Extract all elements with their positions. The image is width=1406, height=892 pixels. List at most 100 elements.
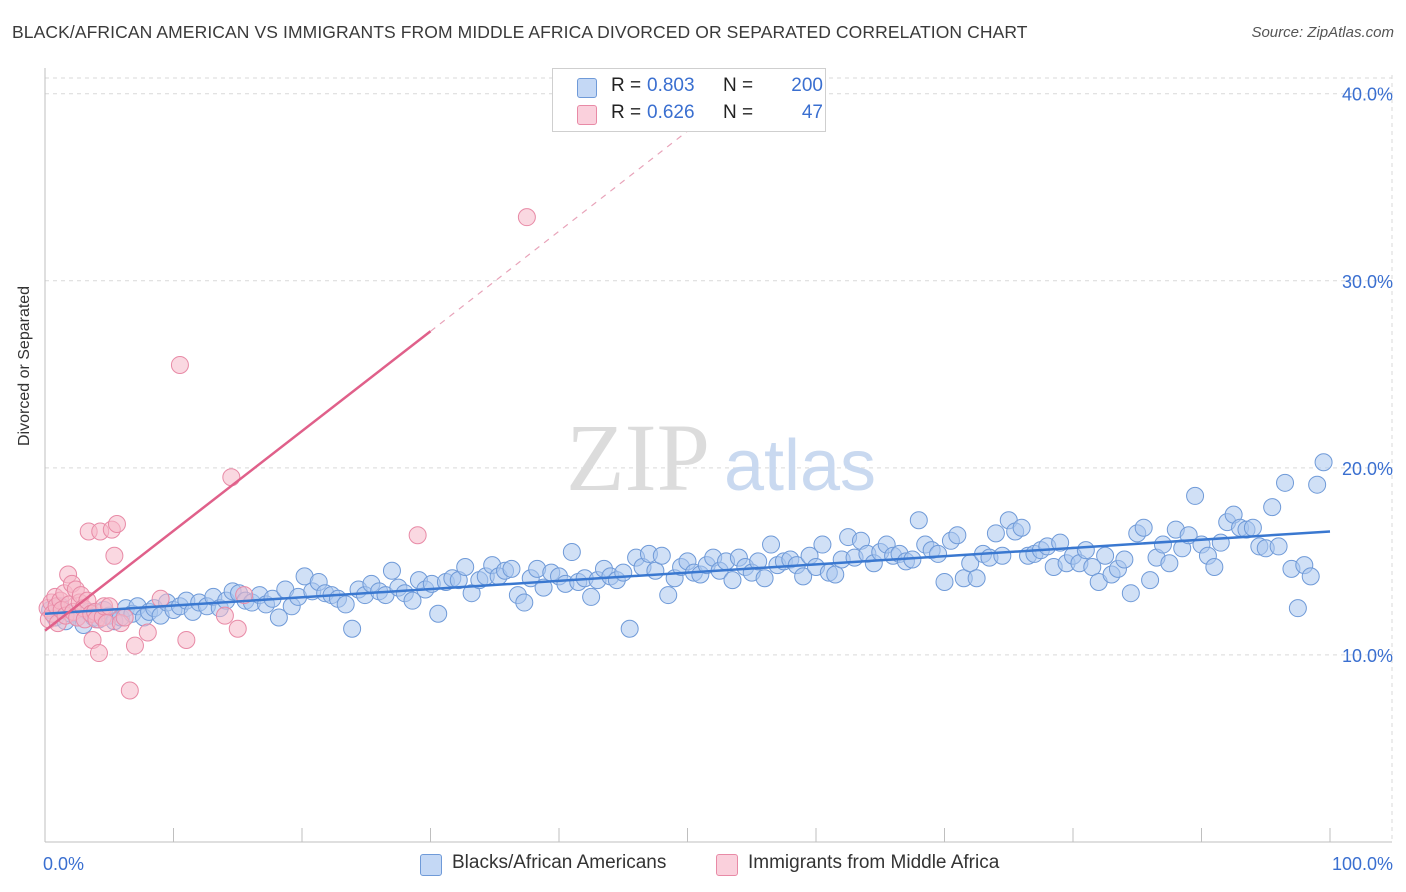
data-point-blue bbox=[403, 591, 422, 610]
data-point-blue bbox=[515, 593, 534, 612]
data-point-blue bbox=[1083, 558, 1102, 577]
data-point-blue bbox=[794, 567, 813, 586]
data-point-blue bbox=[993, 546, 1012, 565]
data-point-pink bbox=[100, 597, 119, 616]
data-point-pink bbox=[408, 526, 427, 545]
data-point-blue bbox=[1269, 537, 1288, 556]
data-point-pink bbox=[138, 623, 157, 642]
data-point-blue bbox=[1051, 533, 1070, 552]
data-point-pink bbox=[170, 355, 189, 374]
data-point-blue bbox=[1160, 554, 1179, 573]
data-point-blue bbox=[909, 511, 928, 530]
data-point-blue bbox=[1205, 558, 1224, 577]
data-point-blue bbox=[749, 552, 768, 571]
data-point-pink bbox=[107, 514, 126, 533]
data-point-blue bbox=[1301, 567, 1320, 586]
data-point-blue bbox=[948, 526, 967, 545]
y-tick-label: 20.0% bbox=[1342, 459, 1393, 479]
data-point-blue bbox=[826, 565, 845, 584]
y-axis-label: Divorced or Separated bbox=[16, 285, 33, 446]
data-point-pink bbox=[177, 630, 196, 649]
data-point-pink bbox=[235, 586, 254, 605]
data-point-blue bbox=[562, 543, 581, 562]
legend-r-value: 0.803 bbox=[647, 75, 695, 96]
data-point-blue bbox=[762, 535, 781, 554]
data-point-blue bbox=[755, 569, 774, 588]
data-point-blue bbox=[269, 608, 288, 627]
data-point-blue bbox=[1276, 473, 1295, 492]
data-point-blue bbox=[1243, 518, 1262, 537]
data-point-blue bbox=[1308, 475, 1327, 494]
trend-line-pink bbox=[44, 330, 432, 632]
stats-legend: R = 0.803 N = 200 R = 0.626 N = 47 bbox=[552, 68, 826, 132]
data-point-blue bbox=[929, 544, 948, 563]
watermark-zip: ZIP bbox=[566, 404, 710, 511]
data-point-blue bbox=[1134, 518, 1153, 537]
legend-swatch-blue bbox=[420, 854, 442, 876]
data-point-pink bbox=[125, 636, 144, 655]
data-point-blue bbox=[935, 572, 954, 591]
data-point-blue bbox=[620, 619, 639, 638]
data-point-blue bbox=[1288, 599, 1307, 618]
data-point-blue bbox=[646, 561, 665, 580]
trend-line-pink-extension bbox=[430, 130, 688, 332]
data-point-blue bbox=[1141, 571, 1160, 590]
data-point-blue bbox=[1211, 533, 1230, 552]
legend-label-blacks: Blacks/African Americans bbox=[452, 852, 667, 873]
data-point-blue bbox=[1115, 550, 1134, 569]
legend-swatch-pink bbox=[577, 105, 597, 125]
data-point-pink bbox=[215, 606, 234, 625]
legend-n-label: N = bbox=[723, 75, 754, 96]
legend-swatch-blue bbox=[577, 78, 597, 98]
data-point-blue bbox=[456, 558, 475, 577]
data-point-blue bbox=[652, 546, 671, 565]
data-point-blue bbox=[336, 595, 355, 614]
data-point-blue bbox=[343, 619, 362, 638]
trend-line-blue bbox=[44, 530, 1331, 616]
data-point-blue bbox=[614, 563, 633, 582]
data-point-pink bbox=[222, 468, 241, 487]
data-point-pink bbox=[115, 608, 134, 627]
grid-layer bbox=[45, 75, 1393, 842]
data-point-blue bbox=[382, 561, 401, 580]
watermark: ZIP atlas bbox=[566, 404, 876, 511]
legend-r-label: R = bbox=[611, 75, 642, 96]
data-point-blue bbox=[582, 587, 601, 606]
x-tick-label: 0.0% bbox=[43, 854, 84, 874]
source-label: Source: ZipAtlas.com bbox=[1251, 24, 1394, 41]
data-point-blue bbox=[659, 586, 678, 605]
data-point-blue bbox=[1153, 535, 1172, 554]
data-point-pink bbox=[89, 644, 108, 663]
data-point-blue bbox=[1121, 584, 1140, 603]
legend-r-label: R = bbox=[611, 102, 642, 123]
watermark-atlas: atlas bbox=[724, 426, 876, 506]
data-point-pink bbox=[517, 208, 536, 227]
series-pink-points bbox=[38, 208, 536, 700]
data-point-blue bbox=[813, 535, 832, 554]
data-point-blue bbox=[1263, 498, 1282, 517]
x-tick-label: 100.0% bbox=[1332, 854, 1393, 874]
trend-lines bbox=[44, 130, 1331, 632]
data-point-blue bbox=[967, 569, 986, 588]
data-point-blue bbox=[723, 571, 742, 590]
legend-r-value: 0.626 bbox=[647, 102, 695, 123]
axis-layer bbox=[44, 68, 1392, 843]
legend-label-immigrants: Immigrants from Middle Africa bbox=[748, 852, 1000, 873]
data-point-blue bbox=[502, 559, 521, 578]
data-point-blue bbox=[1186, 486, 1205, 505]
data-point-pink bbox=[228, 619, 247, 638]
axis-labels: 10.0% 20.0% 30.0% 40.0% 0.0% 100.0% bbox=[43, 85, 1393, 874]
data-point-pink bbox=[120, 681, 139, 700]
data-point-pink bbox=[105, 546, 124, 565]
y-tick-label: 30.0% bbox=[1342, 272, 1393, 292]
data-point-blue bbox=[1314, 453, 1333, 472]
y-tick-label: 10.0% bbox=[1342, 646, 1393, 666]
data-point-blue bbox=[986, 524, 1005, 543]
chart-title: BLACK/AFRICAN AMERICAN VS IMMIGRANTS FRO… bbox=[12, 22, 1028, 42]
data-point-blue bbox=[1012, 518, 1031, 537]
y-tick-label: 40.0% bbox=[1342, 85, 1393, 105]
data-point-blue bbox=[429, 604, 448, 623]
legend-n-label: N = bbox=[723, 102, 754, 123]
legend-swatch-pink bbox=[716, 854, 738, 876]
